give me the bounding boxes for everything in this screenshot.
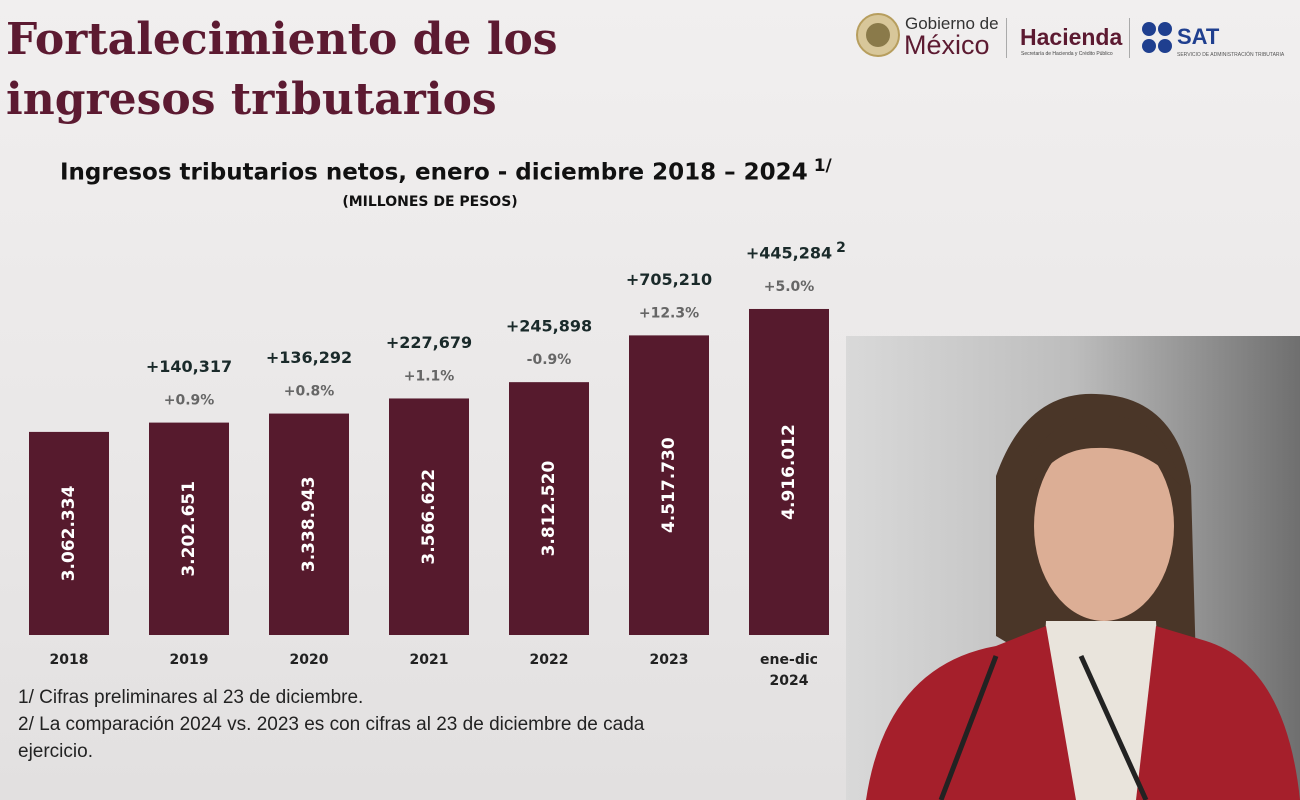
value-label: 3.202.651 xyxy=(179,481,199,577)
value-label: 3.338.943 xyxy=(299,476,319,572)
value-label: 3.812.520 xyxy=(539,461,559,557)
change-label: +245,898 xyxy=(506,317,592,336)
value-label: 4.916.012 xyxy=(779,424,799,520)
bar xyxy=(149,422,229,635)
logo-text: SAT xyxy=(1177,24,1220,49)
bar xyxy=(389,398,469,635)
x-tick-label: 2019 xyxy=(169,652,209,668)
growth-label: +12.3% xyxy=(639,305,699,321)
growth-label: +0.8% xyxy=(284,384,335,400)
footnote: 1/ Cifras preliminares al 23 de diciembr… xyxy=(18,687,364,708)
growth-label: +5.0% xyxy=(764,279,815,295)
value-label: 3.566.622 xyxy=(419,469,439,565)
bar xyxy=(629,335,709,635)
x-tick-label: 2023 xyxy=(649,652,689,668)
growth-label: -0.9% xyxy=(527,352,572,368)
change-label: +136,292 xyxy=(266,348,352,367)
change-label: +705,210 xyxy=(626,270,712,289)
change-note: 2/ xyxy=(836,240,846,256)
footnote: 2/ La comparación 2024 vs. 2023 es con c… xyxy=(18,714,645,762)
divider xyxy=(1129,18,1130,58)
growth-label: +1.1% xyxy=(404,368,455,384)
logo-text: México xyxy=(904,30,990,60)
chart-subtitle: (MILLONES DE PESOS) xyxy=(342,194,517,210)
change-label: +140,317 xyxy=(146,357,232,376)
value-label: 3.062.334 xyxy=(59,485,79,581)
value-label: 4.517.730 xyxy=(659,437,679,533)
x-tick-label: 2018 xyxy=(49,652,89,668)
x-tick-label: 2022 xyxy=(529,652,569,668)
change-label: +227,679 xyxy=(386,333,472,352)
bar xyxy=(269,413,349,635)
logo-text: Gobierno de xyxy=(905,14,999,33)
x-tick-label: ene-dic 2024 xyxy=(760,652,818,689)
x-tick-label: 2021 xyxy=(409,652,449,668)
bar xyxy=(509,382,589,635)
slide-title: Fortalecimiento de los ingresos tributar… xyxy=(6,14,558,125)
x-tick-label: 2020 xyxy=(289,652,329,668)
logo-text: Hacienda xyxy=(1020,24,1123,50)
growth-label: +0.9% xyxy=(164,393,215,409)
chart: Ingresos tributarios netos, enero - dici… xyxy=(29,156,846,635)
change-label: +445,284 xyxy=(746,243,832,262)
speaker-photo xyxy=(846,336,1300,800)
title-note: 1/ xyxy=(814,156,833,176)
chart-title: Ingresos tributarios netos, enero - dici… xyxy=(60,160,808,186)
sat-icon xyxy=(1142,22,1172,53)
bar xyxy=(749,308,829,635)
bar xyxy=(29,431,109,635)
divider xyxy=(1006,18,1007,58)
emblem xyxy=(856,13,900,57)
logo-text: Secretaría de Hacienda y Crédito Público xyxy=(1021,51,1113,57)
logo-text: SERVICIO DE ADMINISTRACIÓN TRIBUTARIA xyxy=(1177,52,1285,58)
